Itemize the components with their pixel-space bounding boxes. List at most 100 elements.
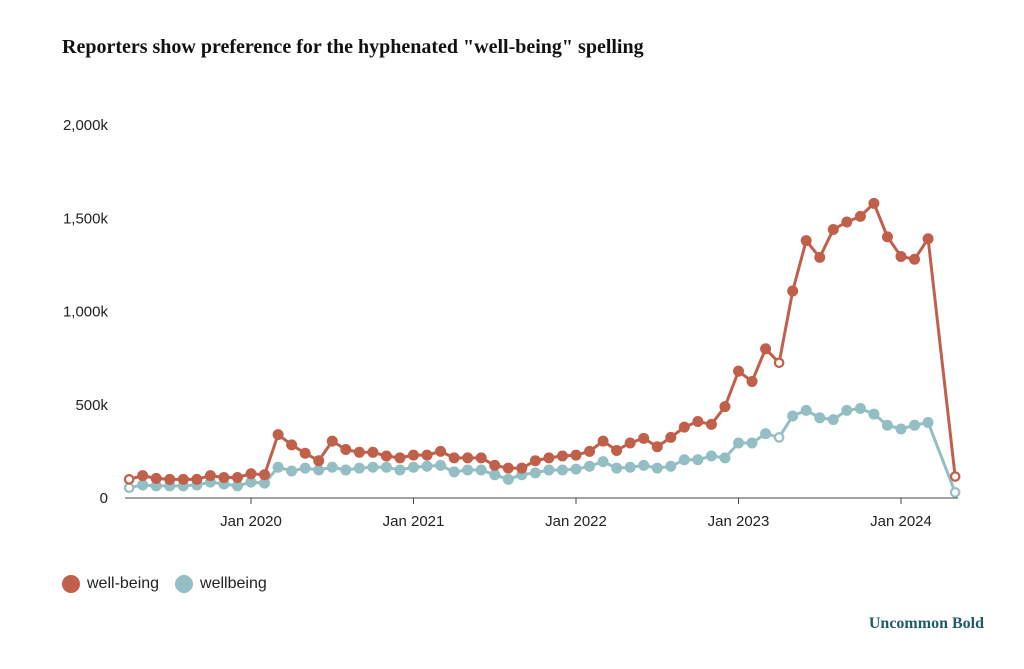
data-point-well-being: [597, 435, 609, 447]
data-point-well-being: [489, 459, 501, 471]
data-point-well-being: [353, 446, 365, 458]
x-tick-label: Jan 2021: [383, 513, 445, 530]
legend-swatch-wellbeing: [175, 575, 194, 593]
data-point-well-being: [611, 444, 623, 456]
data-point-wellbeing: [489, 469, 501, 481]
data-point-well-being: [123, 474, 135, 485]
data-point-wellbeing: [313, 464, 325, 476]
data-point-wellbeing: [421, 460, 433, 472]
data-point-well-being: [421, 449, 433, 461]
data-point-well-being: [746, 375, 758, 387]
data-point-well-being: [218, 471, 230, 483]
data-point-well-being: [272, 429, 284, 441]
data-point-wellbeing: [827, 414, 839, 426]
data-point-well-being: [949, 471, 961, 482]
data-point-wellbeing: [760, 428, 772, 440]
data-point-wellbeing: [787, 410, 799, 422]
data-point-wellbeing: [259, 477, 271, 489]
data-point-wellbeing: [678, 454, 690, 466]
data-point-well-being: [800, 235, 812, 247]
data-point-wellbeing: [408, 461, 419, 473]
data-point-wellbeing: [773, 432, 785, 443]
data-point-wellbeing: [462, 464, 474, 476]
y-tick-label: 2,000k: [63, 117, 109, 134]
data-point-wellbeing: [800, 404, 812, 416]
data-point-well-being: [529, 455, 541, 467]
data-point-well-being: [922, 233, 934, 245]
data-point-wellbeing: [746, 437, 758, 449]
brand-logo: Uncommon Bold: [868, 615, 984, 632]
data-point-wellbeing: [909, 419, 921, 431]
data-point-well-being: [380, 450, 392, 462]
data-point-wellbeing: [665, 460, 677, 472]
y-tick-label: 500k: [75, 397, 108, 414]
data-point-well-being: [502, 462, 514, 474]
y-tick-label: 0: [100, 490, 108, 507]
data-point-wellbeing: [881, 419, 893, 431]
data-point-well-being: [827, 223, 839, 235]
data-point-well-being: [462, 452, 474, 464]
data-point-well-being: [570, 449, 582, 461]
data-point-well-being: [624, 437, 636, 449]
data-point-wellbeing: [272, 461, 284, 473]
data-point-well-being: [678, 421, 690, 433]
data-point-wellbeing: [543, 464, 555, 476]
data-point-well-being: [204, 470, 216, 482]
data-point-wellbeing: [556, 464, 568, 476]
data-point-wellbeing: [340, 464, 352, 476]
y-tick-label: 1,000k: [63, 304, 109, 321]
data-point-well-being: [733, 365, 744, 377]
data-point-wellbeing: [137, 479, 149, 491]
data-point-wellbeing: [326, 461, 338, 473]
data-point-well-being: [177, 473, 189, 485]
x-tick-label: Jan 2024: [870, 513, 932, 530]
data-point-wellbeing: [638, 459, 650, 471]
data-point-wellbeing: [868, 408, 880, 420]
data-point-wellbeing: [624, 461, 636, 473]
data-point-wellbeing: [299, 462, 311, 474]
data-point-well-being: [313, 455, 325, 467]
data-point-well-being: [584, 445, 596, 457]
data-point-well-being: [137, 470, 149, 482]
legend-label-wellbeing: wellbeing: [200, 575, 267, 592]
data-point-well-being: [638, 432, 650, 444]
data-point-wellbeing: [814, 412, 826, 424]
data-point-well-being: [651, 441, 663, 453]
x-tick-label: Jan 2023: [708, 513, 770, 530]
data-point-wellbeing: [475, 464, 487, 476]
data-point-wellbeing: [502, 473, 514, 485]
series-line-well-being: [128, 201, 957, 481]
data-point-well-being: [408, 449, 419, 461]
data-point-wellbeing: [597, 456, 609, 468]
data-point-well-being: [705, 418, 717, 430]
legend-label-well-being: well-being: [87, 575, 160, 592]
data-point-wellbeing: [854, 402, 866, 414]
data-point-wellbeing: [584, 460, 596, 472]
data-point-wellbeing: [841, 404, 853, 416]
data-point-well-being: [543, 452, 555, 464]
data-point-well-being: [299, 447, 311, 459]
data-point-wellbeing: [719, 452, 731, 464]
data-point-wellbeing: [705, 450, 717, 462]
data-point-well-being: [665, 431, 677, 443]
data-point-well-being: [435, 445, 447, 457]
data-point-wellbeing: [529, 467, 541, 479]
y-tick-label: 1,500k: [63, 210, 109, 227]
data-point-wellbeing: [651, 462, 663, 474]
data-point-wellbeing: [895, 423, 907, 435]
data-point-wellbeing: [611, 462, 623, 474]
data-point-wellbeing: [353, 462, 365, 474]
data-point-well-being: [760, 343, 772, 355]
data-point-well-being: [692, 416, 704, 428]
data-point-well-being: [841, 216, 853, 228]
data-point-well-being: [191, 473, 203, 485]
data-point-wellbeing: [733, 437, 744, 449]
legend-swatch-well-being: [62, 575, 80, 593]
x-tick-label: Jan 2022: [545, 513, 607, 530]
data-point-wellbeing: [435, 459, 447, 471]
data-point-wellbeing: [245, 476, 257, 488]
data-point-well-being: [854, 210, 866, 222]
data-point-well-being: [895, 250, 907, 262]
data-point-well-being: [367, 446, 379, 458]
